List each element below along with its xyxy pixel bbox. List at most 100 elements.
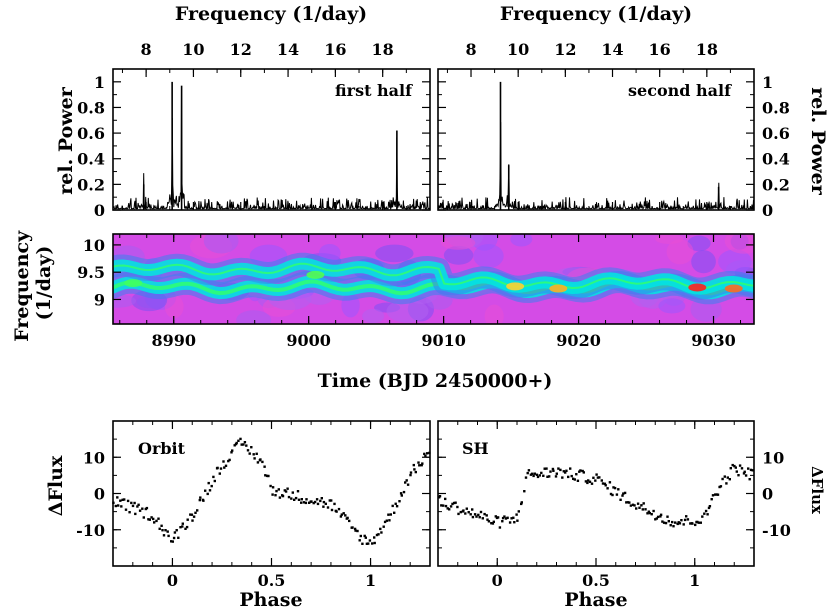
data-point (642, 502, 645, 505)
data-point (659, 515, 662, 518)
data-point (631, 503, 635, 506)
heatmap-texture-blob (724, 234, 754, 254)
data-point (240, 443, 243, 446)
data-point (726, 476, 729, 479)
data-point (513, 521, 516, 524)
y-tick-label: 9.5 (77, 263, 105, 282)
data-point (691, 522, 694, 525)
heatmap-texture-blob (164, 295, 184, 319)
data-point (315, 498, 319, 501)
y-ticks: 0 0.2 0.4 0.6 0.8 1 (438, 73, 790, 220)
data-point (333, 502, 336, 506)
data-point (510, 517, 513, 520)
data-point (119, 499, 122, 502)
heatmap-field (113, 234, 754, 324)
data-point (457, 512, 460, 516)
data-point (636, 502, 640, 505)
data-point (219, 467, 223, 470)
data-point (517, 510, 520, 513)
heatmap-texture-blob (687, 235, 711, 252)
scatter-points (437, 463, 754, 529)
y-ticks: -10 0 10 (438, 438, 791, 549)
data-point (231, 449, 234, 452)
data-point (749, 468, 753, 472)
x-tick-label: 9020 (556, 331, 601, 350)
data-point (503, 515, 506, 518)
data-point (601, 482, 605, 485)
data-point (148, 518, 151, 521)
data-point (648, 511, 651, 515)
data-point (738, 464, 742, 467)
data-point (723, 475, 726, 478)
data-point (751, 469, 754, 472)
data-point (166, 530, 169, 533)
heatmap-texture-blob (236, 310, 272, 324)
data-point (304, 501, 308, 505)
data-point (380, 531, 383, 534)
data-point (454, 501, 457, 504)
y-tick-label: 0 (762, 201, 773, 220)
heatmap-texture-blob (203, 234, 239, 254)
data-point (120, 505, 123, 508)
x-tick-label: 10 (182, 40, 204, 59)
x-tick-label: 12 (554, 40, 576, 59)
data-point (395, 505, 399, 508)
y-tick-label: 0.2 (762, 175, 790, 194)
data-point (365, 542, 369, 545)
x-top-label: Frequency (1/day) (175, 3, 367, 25)
data-point (344, 514, 347, 517)
data-point (481, 517, 484, 520)
data-point (540, 471, 543, 475)
y-tick-label: 9 (94, 290, 105, 309)
data-point (629, 504, 633, 507)
data-point (575, 473, 578, 476)
data-point (719, 485, 723, 488)
data-point (308, 501, 311, 504)
data-point (718, 485, 721, 489)
data-point (538, 474, 541, 477)
data-point (596, 476, 600, 479)
x-ticks: 0 0.5 1 (457, 421, 755, 590)
data-point (359, 534, 362, 538)
y-tick-label: 1 (94, 73, 105, 92)
data-point (557, 467, 560, 470)
data-point (426, 452, 429, 455)
data-point (708, 505, 712, 508)
heatmap-texture-blob (658, 298, 686, 314)
data-point (335, 510, 338, 513)
y-tick-label: 0.4 (77, 150, 105, 169)
y-axis-label: ΔFlux (808, 466, 826, 515)
data-point (621, 494, 624, 497)
x-top-ticks: 8 10 12 14 16 18 (121, 40, 431, 210)
data-point (671, 520, 674, 524)
data-point (512, 516, 515, 519)
y-tick-label: 0.6 (762, 124, 790, 143)
data-point (265, 474, 269, 478)
data-point (573, 478, 576, 481)
data-point (715, 493, 718, 496)
data-point (633, 504, 636, 507)
data-point (184, 527, 187, 530)
data-point (650, 513, 653, 516)
data-point (124, 508, 128, 511)
data-point (248, 452, 251, 455)
data-point (581, 469, 584, 473)
data-point (694, 523, 697, 527)
y-axis-label: rel. Power (55, 86, 77, 194)
data-point (339, 515, 343, 518)
data-point (377, 533, 380, 536)
data-point (523, 490, 526, 493)
data-point (371, 542, 374, 545)
data-point (656, 515, 660, 519)
data-point (672, 525, 675, 528)
data-point (442, 504, 445, 507)
data-point (689, 522, 692, 525)
data-point (164, 529, 167, 532)
data-point (524, 476, 528, 479)
data-point (662, 521, 666, 524)
data-point (635, 507, 638, 510)
plot-frame (112, 233, 755, 325)
data-point (246, 449, 250, 452)
data-point (462, 509, 465, 512)
